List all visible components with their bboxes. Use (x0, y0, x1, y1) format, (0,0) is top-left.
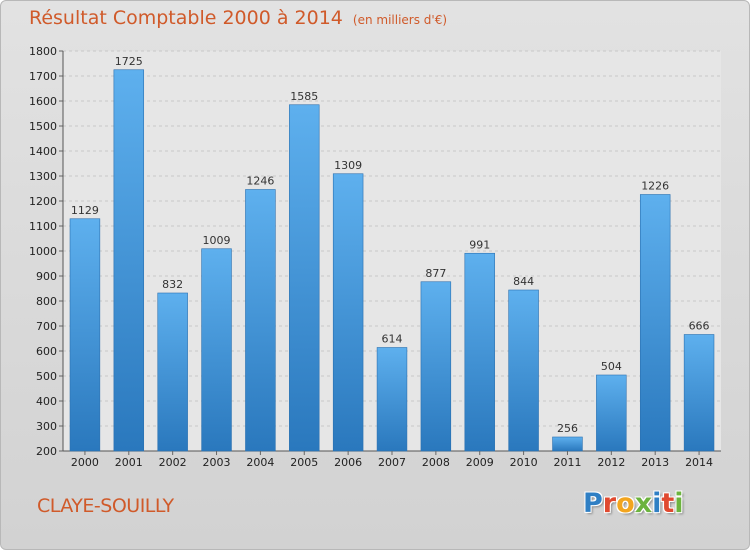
x-tick-label-2012: 2012 (597, 456, 625, 469)
y-tick-label: 900 (36, 270, 57, 283)
y-tick-label: 500 (36, 370, 57, 383)
x-tick-label-2003: 2003 (203, 456, 231, 469)
data-label-2009: 991 (469, 238, 490, 251)
bar-2002 (157, 292, 188, 452)
logo-letter: o (616, 488, 635, 519)
data-label-2004: 1246 (246, 175, 274, 188)
y-tick-label: 1200 (29, 195, 57, 208)
y-tick-label: 300 (36, 420, 57, 433)
y-tick-label: 1800 (29, 45, 57, 58)
bar-2010 (508, 289, 539, 452)
data-label-2014: 666 (689, 320, 710, 333)
chart-title: Résultat Comptable 2000 à 2014 (en millie… (29, 7, 447, 29)
data-label-2013: 1226 (641, 180, 669, 193)
data-label-2011: 256 (557, 422, 578, 435)
data-label-2000: 1129 (71, 204, 99, 217)
x-tick-label-2013: 2013 (641, 456, 669, 469)
chart-subtitle: (en milliers d'€) (352, 13, 448, 27)
bar-2006 (332, 173, 364, 452)
x-tick-label-2004: 2004 (246, 456, 274, 469)
data-label-2005: 1585 (290, 90, 318, 103)
bar-2001 (113, 69, 145, 452)
bar-2005 (289, 104, 320, 452)
logo-letter: x (634, 488, 653, 519)
data-label-2002: 832 (162, 278, 183, 291)
x-tick-label-2006: 2006 (334, 456, 362, 469)
bar-2000 (69, 218, 101, 452)
data-label-2003: 1009 (203, 234, 231, 247)
x-tick-label-2000: 2000 (71, 456, 99, 469)
y-tick-label: 800 (36, 295, 57, 308)
x-tick-label-2001: 2001 (115, 456, 143, 469)
bar-2011 (552, 436, 583, 452)
x-tick-label-2007: 2007 (378, 456, 406, 469)
y-tick-label: 400 (36, 395, 57, 408)
logo-letter: i (652, 488, 662, 519)
logo-letter: r (602, 488, 617, 519)
y-tick-label: 1700 (29, 70, 57, 83)
data-label-2001: 1725 (115, 55, 143, 68)
y-tick-label: 1400 (29, 145, 57, 158)
logo-letter: t (661, 488, 675, 519)
x-tick-label-2009: 2009 (466, 456, 494, 469)
bar-2013 (639, 194, 671, 452)
bar-2014 (683, 334, 715, 452)
y-tick-label: 700 (36, 320, 57, 333)
bar-2012 (596, 374, 627, 452)
x-tick-label-2014: 2014 (685, 456, 713, 469)
y-tick-label: 200 (36, 445, 57, 458)
x-tick-label-2002: 2002 (159, 456, 187, 469)
bar-2009 (464, 252, 495, 452)
data-label-2006: 1309 (334, 159, 362, 172)
x-tick-label-2008: 2008 (422, 456, 450, 469)
y-tick-label: 1300 (29, 170, 57, 183)
x-tick-label-2010: 2010 (510, 456, 538, 469)
x-tick-label-2005: 2005 (290, 456, 318, 469)
data-label-2008: 877 (425, 267, 446, 280)
bar-2008 (420, 281, 452, 452)
chart-title-text: Résultat Comptable 2000 à 2014 (29, 7, 343, 29)
y-tick-label: 1100 (29, 220, 57, 233)
data-label-2012: 504 (601, 360, 622, 373)
y-tick-label: 1600 (29, 95, 57, 108)
y-tick-label: 1500 (29, 120, 57, 133)
data-label-2010: 844 (513, 275, 534, 288)
bar-2007 (376, 347, 408, 452)
logo-letter: P (583, 488, 603, 519)
logo-letter: i (674, 488, 684, 519)
y-tick-label: 1000 (29, 245, 57, 258)
data-label-2007: 614 (382, 333, 403, 346)
place-name: CLAYE-SOUILLY (37, 495, 174, 517)
y-tick-label: 600 (36, 345, 57, 358)
bar-2003 (201, 248, 232, 452)
bar-2004 (245, 189, 276, 452)
x-tick-label-2011: 2011 (553, 456, 581, 469)
proxiti-logo: Proxiti (583, 488, 684, 519)
